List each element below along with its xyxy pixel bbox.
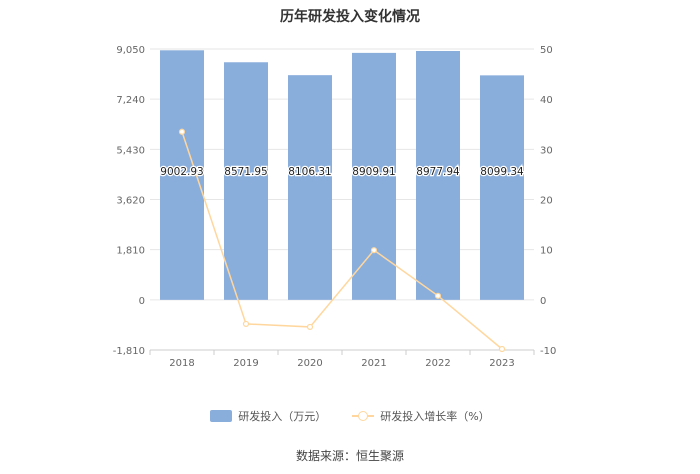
line-point [434,292,442,299]
left-tick-label: 7,240 [116,95,145,106]
data-labels: 9002.93 8571.95 8106.31 8909.91 8977.94 8099.… [159,165,525,180]
line-point [498,345,506,353]
chart-title: 历年研发投入变化情况 [280,9,420,25]
source-note: 数据来源：恒生聚源 [295,449,404,463]
grid-lines [150,48,534,351]
bar-value-label: 9002.93 [160,166,203,178]
right-tick-label: 50 [540,45,553,56]
x-tick-label: 2023 [489,358,514,369]
right-tick-label: 30 [540,145,553,156]
legend: 研发投入（万元） 研发投入增长率（%） [0,408,700,424]
right-tick-label: 40 [540,95,553,106]
bar [416,50,460,300]
left-tick-label: 0 [139,296,145,307]
x-tick-label: 2019 [233,358,258,369]
left-tick-label: 1,810 [116,246,145,257]
x-tick-label: 2022 [425,358,450,369]
legend-bar-label: 研发投入（万元） [238,410,327,423]
bar [480,75,524,300]
bar-value-label: 8099.34 [480,166,524,178]
bar-value-label: 8977.94 [416,166,460,178]
left-tick-label: 9,050 [116,45,145,56]
growth-line [181,131,503,350]
bar [288,75,332,300]
legend-line-label: 研发投入增长率（%） [380,410,490,423]
x-tick-label: 2020 [297,358,322,369]
x-tick-label: 2018 [169,358,194,369]
bar [352,52,396,300]
left-axis: -1,810 0 1,810 3,620 5,430 7,240 9,050 [113,45,145,357]
line-point [242,320,250,328]
right-tick-label: -10 [540,346,556,357]
right-axis: -10 0 10 20 30 40 50 [540,45,556,357]
legend-bar-swatch [210,410,233,422]
x-tick-label: 2021 [361,358,386,369]
bar-value-label: 8909.91 [352,166,395,178]
line-series [178,128,506,353]
line-point [306,323,314,331]
bar [224,62,268,300]
x-axis: 2018 2019 2020 2021 2022 2023 [149,349,535,369]
left-tick-label: -1,810 [113,346,145,357]
legend-item-line[interactable]: 研发投入增长率（%） [352,408,490,424]
line-point [370,247,378,254]
bar-series [160,50,524,300]
left-tick-label: 5,430 [116,145,145,156]
left-tick-label: 3,620 [116,196,145,207]
legend-line-swatch [352,410,375,422]
right-tick-label: 10 [540,246,553,257]
right-tick-label: 0 [540,296,546,307]
legend-item-bar[interactable]: 研发投入（万元） [210,408,326,424]
bar-value-label: 8571.95 [224,166,267,178]
right-tick-label: 20 [540,196,553,207]
bar-value-label: 8106.31 [288,166,331,178]
line-point [178,128,186,135]
